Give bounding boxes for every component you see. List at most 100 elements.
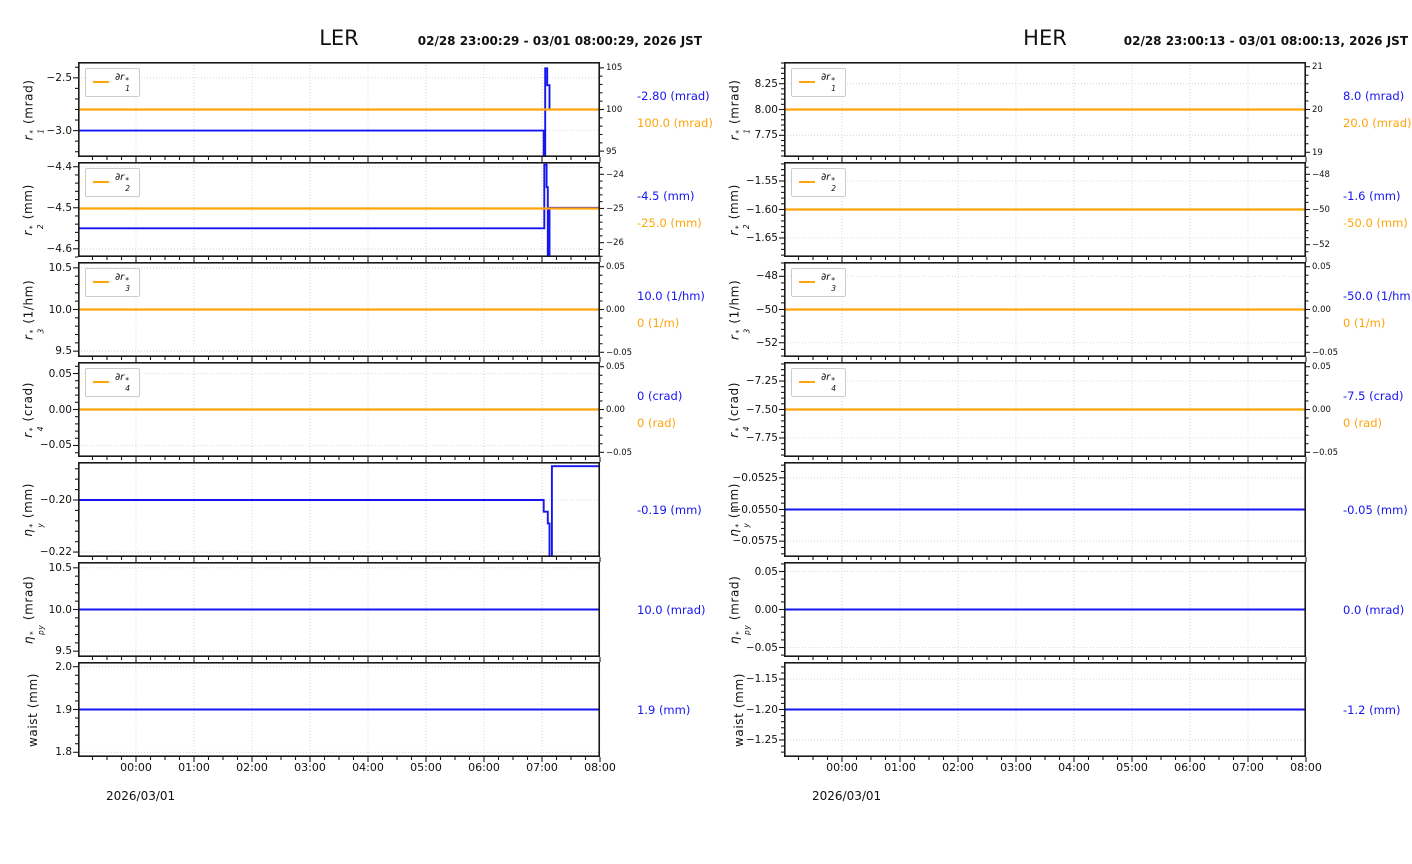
y-tick-label: 8.25: [754, 77, 778, 90]
current-value-label: 0 (rad): [637, 416, 677, 430]
y-tick-label: 10.0: [48, 303, 72, 316]
y-tick-label: 105: [606, 63, 623, 74]
y-tick-label: −1.55: [745, 174, 778, 187]
time-range-label-ler: 02/28 23:00:29 - 03/01 08:00:29, 2026 JS…: [417, 34, 702, 48]
date-label: 2026/03/01: [812, 789, 882, 803]
current-values: -2.80 (mrad) 100.0 (mrad): [637, 62, 713, 157]
legend-line-swatch: [93, 181, 109, 184]
current-value-label: 0 (crad): [637, 389, 683, 403]
y-tick-label: 1.8: [55, 746, 72, 759]
current-value-label: -25.0 (mm): [637, 216, 702, 230]
y-tick-label: −1.20: [745, 703, 778, 716]
legend-line-swatch: [799, 81, 815, 84]
y-tick-label: −50: [1312, 205, 1330, 215]
current-values: -4.5 (mm) -25.0 (mm): [637, 162, 706, 257]
current-value-label: -1.2 (mm): [1343, 702, 1401, 717]
y-tick-label: −0.20: [39, 494, 72, 506]
series-line-r2: [78, 163, 600, 257]
y-tick-label: 0.05: [754, 565, 778, 578]
legend: ∂r * 4: [791, 368, 847, 397]
y-tick-label: −0.0550: [732, 503, 778, 516]
y-tick-label: −3.0: [46, 124, 73, 137]
x-tick-label: 04:00: [352, 761, 384, 774]
ler-panels: r * 1 (mrad) −2.5 −3.0 ∂r * 1 105 100 95 -2.80 (mra…: [0, 62, 713, 762]
ler-column: LER 02/28 23:00:29 - 03/01 08:00:29, 202…: [0, 26, 713, 803]
plot-panel: η * y (mm) −0.20 −0.22 -0.19 (mm): [0, 462, 706, 562]
y-tick-label: 9.5: [55, 345, 72, 358]
plot-panel: waist (mm) 2.0 1.9 1.8 1.9 (mm): [0, 661, 706, 762]
y-tick-label: −0.05: [606, 447, 633, 458]
current-values: -7.5 (crad) 0 (rad): [1343, 362, 1412, 457]
x-axis-labels: 00:00 01:00 02:00 03:00 04:00 05:00 06:00 07:00…: [0, 761, 706, 777]
left-tick-labels: −1.55 −1.60 −1.65: [706, 162, 781, 257]
plot-area: ∂r * 4: [779, 362, 1310, 462]
left-tick-labels: −4.4 −4.5 −4.6: [0, 161, 75, 257]
right-tick-labels: 0.05 0.00 −0.05: [1309, 262, 1343, 358]
series-line-r1: [78, 67, 600, 157]
current-value-label: -2.80 (mrad): [637, 89, 710, 103]
current-values: -1.6 (mm) -50.0 (mm): [1343, 162, 1412, 257]
left-tick-labels: −7.25 −7.50 −7.75: [706, 362, 781, 457]
plot-panel: r * 1 (mrad) 8.25 8.00 7.75 ∂r * 1 21 20 19 8.0 (mra…: [706, 62, 1412, 162]
right-tick-labels: −24 −25 −26: [603, 162, 637, 257]
x-tick-label: 00:00: [826, 761, 858, 774]
y-tick-label: 95: [606, 146, 617, 157]
plot-panel: η * py (mrad) 10.5 10.0 9.5 10.0 (mrad): [0, 562, 706, 662]
legend: ∂r * 2: [85, 168, 141, 197]
legend-line-swatch: [799, 281, 815, 284]
current-value-label: 0 (1/m): [637, 316, 680, 330]
y-tick-label: 9.5: [55, 645, 72, 658]
current-values: 0.0 (mrad): [1343, 562, 1412, 657]
left-tick-labels: 8.25 8.00 7.75: [706, 62, 781, 157]
legend-line-swatch: [93, 381, 109, 384]
legend-line-swatch: [799, 181, 815, 184]
current-value-label: 0 (rad): [1343, 416, 1383, 430]
x-tick-label: 01:00: [884, 761, 916, 774]
legend-label: ∂r * 3: [821, 272, 837, 293]
current-values: -1.2 (mm): [1343, 662, 1412, 757]
right-tick-labels: 0.05 0.00 −0.05: [603, 262, 637, 358]
current-values: 0 (crad) 0 (rad): [637, 362, 706, 457]
current-value-label: 1.9 (mm): [637, 702, 691, 717]
y-tick-label: −24: [606, 169, 624, 180]
y-tick-label: −1.15: [745, 673, 778, 686]
current-values: 10.0 (mrad): [637, 562, 706, 657]
right-tick-labels: 21 20 19: [1309, 62, 1343, 158]
y-tick-label: 0.00: [1312, 305, 1331, 315]
x-tick-label: 03:00: [1000, 761, 1032, 774]
plot-area: [73, 662, 601, 762]
legend: ∂r * 2: [791, 168, 847, 197]
plot-area: [73, 562, 601, 662]
current-values: -0.05 (mm): [1343, 462, 1412, 557]
x-tick-label: 00:00: [120, 761, 152, 774]
y-tick-label: −2.5: [46, 71, 73, 84]
legend: ∂r * 3: [791, 268, 847, 297]
y-tick-label: 0.05: [1312, 362, 1331, 373]
current-value-label: 8.0 (mrad): [1343, 89, 1405, 103]
y-tick-label: 8.00: [754, 103, 778, 116]
left-tick-labels: −0.20 −0.22: [0, 462, 75, 558]
x-tick-label: 06:00: [468, 761, 500, 774]
y-tick-label: −48: [755, 270, 778, 283]
y-tick-label: −0.0575: [732, 535, 778, 548]
plot-panel: r * 4 (crad) 0.05 0.00 −0.05 ∂r * 4 0.05 0.00 −0.05…: [0, 362, 706, 462]
current-value-label: -4.5 (mm): [637, 189, 695, 203]
legend: ∂r * 4: [85, 368, 141, 397]
x-tick-label: 02:00: [942, 761, 974, 774]
legend-line-swatch: [93, 81, 109, 84]
left-tick-labels: 10.5 10.0 9.5: [0, 562, 75, 657]
y-tick-label: −4.6: [46, 242, 73, 255]
x-axis-labels: 00:00 01:00 02:00 03:00 04:00 05:00 06:00 07:00…: [706, 761, 1412, 777]
left-tick-labels: 10.5 10.0 9.5: [0, 262, 75, 357]
legend-line-swatch: [799, 381, 815, 384]
y-tick-label: −7.50: [745, 403, 778, 416]
plot-panel: η * py (mrad) 0.05 0.00 −0.05 0.0 (mrad): [706, 562, 1412, 662]
x-tick-label: 08:00: [584, 761, 616, 774]
plot-area: [73, 462, 601, 562]
current-values: 10.0 (1/hm) 0 (1/m): [637, 262, 706, 357]
right-tick-labels: 0.05 0.00 −0.05: [1309, 362, 1343, 458]
y-tick-label: −4.5: [46, 201, 73, 214]
y-tick-label: 10.0: [48, 603, 72, 616]
current-value-label: -50.0 (mm): [1343, 216, 1408, 230]
